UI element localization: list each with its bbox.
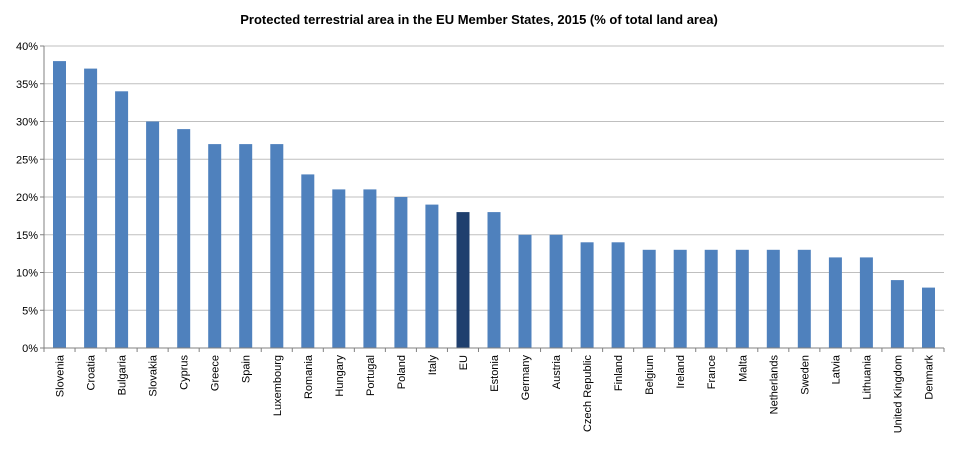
bar-malta (735, 249, 749, 348)
bar-cyprus (177, 129, 191, 348)
x-category-label: Poland (396, 355, 408, 389)
y-tick-label: 10% (16, 268, 38, 280)
bar-slovakia (146, 121, 160, 348)
bar-romania (301, 174, 315, 348)
bar-germany (518, 234, 532, 349)
x-category-label: Luxembourg (272, 355, 284, 416)
bar-sweden (797, 249, 811, 348)
x-category-label: France (706, 355, 718, 389)
y-tick-label: 15% (16, 230, 38, 242)
bar-italy (425, 204, 439, 348)
y-tick-label: 0% (22, 343, 38, 355)
y-tick-label: 35% (16, 79, 38, 91)
x-category-label: Netherlands (768, 355, 780, 415)
x-category-label: Belgium (644, 355, 656, 395)
x-category-label: Austria (551, 354, 563, 389)
x-category-label: Hungary (334, 355, 346, 397)
y-axis-ticks: 0% 5% 10% 15% 20% 25% 30% 35% 40% (16, 41, 44, 355)
bar-lithuania (859, 257, 873, 348)
y-tick-label: 40% (16, 41, 38, 53)
x-category-label: Italy (427, 355, 439, 376)
x-category-label: Slovenia (55, 354, 67, 397)
bar-estonia (487, 212, 501, 348)
x-category-label: Croatia (86, 354, 98, 390)
x-category-label: Estonia (489, 354, 501, 392)
bar-czech-republic (580, 242, 594, 348)
bar-hungary (332, 189, 346, 348)
bar-slovenia (53, 61, 66, 348)
x-category-label: Slovakia (148, 354, 160, 396)
x-category-label: Cyprus (179, 355, 191, 390)
bar-latvia (828, 257, 842, 348)
y-tick-label: 25% (16, 154, 38, 166)
bar-denmark (922, 287, 935, 348)
x-category-label: Malta (737, 354, 749, 382)
bar-eu (456, 212, 470, 348)
x-category-label: Ireland (675, 355, 687, 389)
bar-croatia (84, 68, 98, 348)
x-category-label: Czech Republic (582, 355, 594, 433)
x-category-label: Greece (210, 355, 222, 391)
x-category-label: Bulgaria (117, 354, 129, 395)
x-category-label: Lithuania (861, 354, 873, 400)
x-category-label: Finland (613, 355, 625, 391)
y-tick-label: 30% (16, 117, 38, 129)
bar-ireland (673, 249, 687, 348)
bar-netherlands (766, 249, 780, 348)
bar-finland (611, 242, 625, 348)
y-tick-label: 5% (22, 305, 38, 317)
x-category-label: EU (458, 355, 470, 370)
x-category-label: Sweden (799, 355, 811, 395)
x-category-label: Germany (520, 355, 532, 401)
x-axis-categories: Slovenia Croatia Bulgaria Slovakia Cyprus Gre… (43, 348, 945, 433)
x-category-label: Latvia (830, 354, 842, 384)
x-category-label: Spain (241, 355, 253, 383)
x-category-label: Portugal (365, 355, 377, 396)
bar-france (704, 249, 718, 348)
y-tick-label: 20% (16, 192, 38, 204)
chart-title: Protected terrestrial area in the EU Mem… (240, 12, 718, 27)
x-category-label: Denmark (924, 355, 936, 400)
bar-luxembourg (270, 144, 284, 348)
bar-austria (549, 234, 563, 349)
x-category-label: United Kingdom (892, 355, 904, 433)
x-category-label: Romania (303, 354, 315, 399)
bar-portugal (363, 189, 377, 348)
bar-poland (394, 197, 408, 348)
bar-belgium (642, 249, 656, 348)
bars (53, 61, 935, 349)
bar-united-kingdom (890, 280, 904, 348)
bar-greece (208, 144, 222, 348)
bar-spain (239, 144, 253, 348)
bar-bulgaria (115, 91, 129, 349)
